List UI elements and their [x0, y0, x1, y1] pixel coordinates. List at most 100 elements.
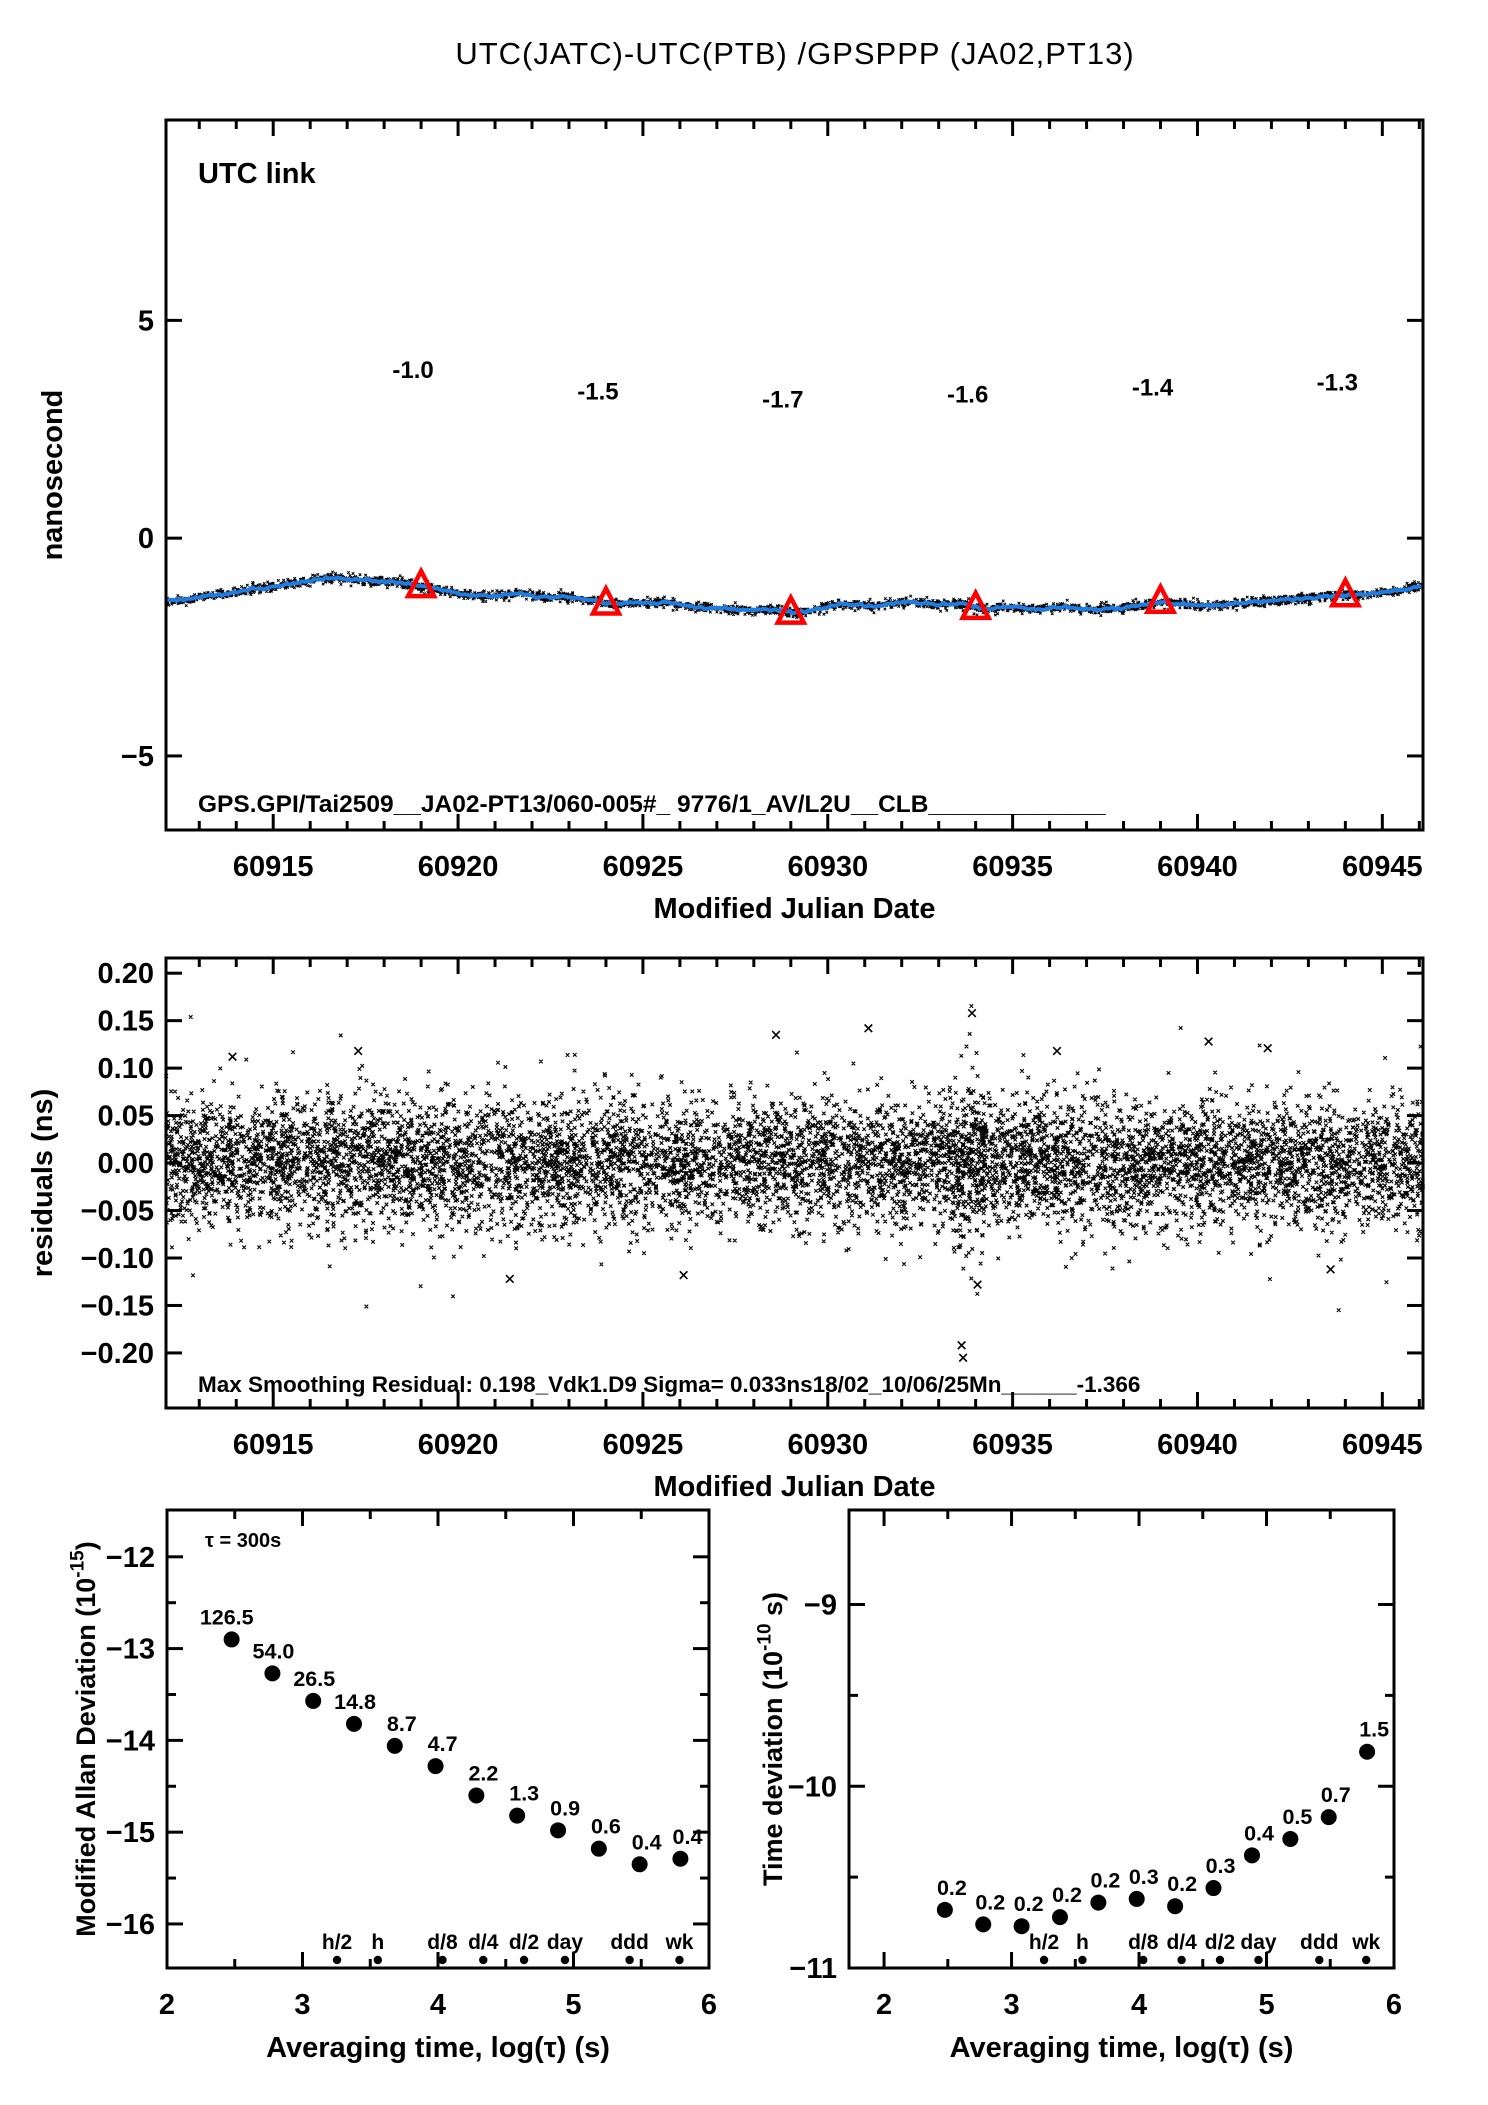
x-tick-label: 60940: [1157, 851, 1238, 883]
x-axis-label: Modified Julian Date: [654, 893, 936, 925]
y-tick-label: −0.05: [81, 1196, 154, 1228]
time-marker-label: wk: [1351, 1931, 1380, 1954]
calibration-value-label: -1.7: [762, 386, 803, 413]
time-marker-dot: [1078, 1955, 1087, 1965]
time-marker-label: day: [547, 1931, 584, 1954]
time-marker-dot: [560, 1955, 570, 1965]
x-axis-label: Averaging time, log(τ) (s): [950, 2032, 1294, 2064]
x-tick-label: 60945: [1342, 851, 1423, 883]
data-point: [509, 1807, 526, 1824]
data-point: [305, 1692, 322, 1709]
time-marker-dot: [675, 1955, 684, 1965]
time-marker-label: d/2: [509, 1931, 539, 1954]
data-point: [1243, 1847, 1260, 1864]
x-tick-label: 60915: [233, 1429, 314, 1461]
x-tick-label: 60935: [972, 1429, 1053, 1461]
time-marker-dot: [519, 1955, 529, 1965]
point-value-label: 0.2: [1052, 1883, 1082, 1907]
calibration-value-label: -1.5: [577, 379, 618, 406]
calibration-value-label: -1.4: [1132, 375, 1174, 402]
point-value-label: 54.0: [253, 1639, 295, 1663]
data-point: [223, 1631, 240, 1648]
data-point: [1205, 1880, 1222, 1897]
triangle-marker: [404, 566, 438, 599]
y-tick-label: 0.20: [98, 958, 154, 990]
y-tick-label: 0: [138, 523, 154, 555]
x-tick-label: 6: [701, 1989, 717, 2021]
time-marker-label: h/2: [1029, 1931, 1059, 1954]
point-value-label: 14.8: [334, 1690, 376, 1714]
x-tick-label: 60925: [603, 1429, 684, 1461]
data-point: [427, 1758, 444, 1775]
calibration-value-label: -1.6: [947, 382, 988, 409]
data-point: [631, 1856, 648, 1873]
x-tick-label: 60935: [972, 851, 1053, 883]
y-axis-label: Time deviation (10-10 s): [755, 1592, 788, 1886]
y-tick-label: −13: [106, 1634, 155, 1666]
point-value-label: 126.5: [200, 1605, 254, 1629]
data-point: [550, 1822, 567, 1839]
calibration-value-label: -1.0: [392, 357, 433, 384]
page-title: UTC(JATC)-UTC(PTB) /GPSPPP (JA02,PT13): [455, 36, 1134, 71]
tau-annotation: τ = 300s: [205, 1530, 281, 1552]
axes-box: [164, 118, 1425, 832]
time-marker-label: d/8: [1128, 1931, 1159, 1954]
y-tick-label: −0.10: [81, 1243, 154, 1275]
point-value-label: 0.2: [1014, 1892, 1044, 1916]
y-tick-label: −9: [804, 1590, 837, 1622]
data-point: [1359, 1743, 1376, 1760]
triangle-marker: [774, 592, 808, 625]
y-tick-label: 0.15: [98, 1006, 154, 1038]
residuals-chart: Max Smoothing Residual: 0.198_Vdk1.D9 Si…: [27, 956, 1426, 1503]
tdev-chart: 2 3 4 5 6 −9 −10 −11 0.2 0.2 0.2 0.2 0.2 0.3 0.2 0.3 0.4…: [755, 1508, 1402, 2064]
smoothed-line: [165, 575, 1424, 616]
time-marker-dot: [1215, 1955, 1225, 1965]
time-marker-label: d/4: [468, 1931, 499, 1954]
time-marker-dot: [1177, 1955, 1186, 1965]
x-tick-label: 4: [1131, 1989, 1147, 2021]
x-tick-label: 60915: [233, 851, 314, 883]
time-marker-dot: [373, 1955, 383, 1965]
x-tick-label: 3: [1003, 1989, 1019, 2021]
data-point: [672, 1850, 689, 1867]
data-point: [468, 1787, 485, 1804]
y-tick-label: −0.15: [81, 1290, 154, 1322]
triangle-marker: [1328, 575, 1363, 608]
x-tick-label: 60920: [418, 1429, 499, 1461]
utc-link-annotation: UTC link: [198, 158, 316, 190]
time-marker-dot: [625, 1955, 634, 1965]
data-point: [975, 1916, 992, 1933]
triangle-marker: [1143, 581, 1178, 615]
data-point: [1090, 1894, 1107, 1911]
y-axis-label: Modified Allan Deviation (10-15): [68, 1541, 101, 1937]
point-value-label: 0.9: [550, 1796, 580, 1820]
time-marker-dot: [1315, 1955, 1324, 1965]
point-value-label: 0.3: [1206, 1854, 1236, 1878]
point-value-label: 0.2: [937, 1876, 967, 1900]
x-tick-label: 2: [876, 1989, 892, 2021]
point-value-label: 0.2: [975, 1890, 1005, 1914]
time-marker-dot: [1139, 1955, 1148, 1965]
y-tick-label: −16: [106, 1909, 155, 1941]
point-value-label: 0.4: [632, 1830, 662, 1854]
data-point: [590, 1840, 607, 1857]
data-point: [345, 1715, 362, 1732]
y-tick-label: 5: [138, 305, 154, 337]
scatter-points: [228, 1008, 1335, 1363]
triangle-marker: [958, 587, 993, 621]
point-value-label: 0.6: [591, 1815, 621, 1839]
y-tick-label: 0.00: [98, 1148, 154, 1180]
max-residual-annotation: Max Smoothing Residual: 0.198_Vdk1.D9 Si…: [198, 1372, 1140, 1397]
x-tick-label: 60925: [603, 851, 684, 883]
time-marker-label: wk: [664, 1931, 693, 1954]
x-tick-label: 60920: [418, 851, 499, 883]
scatter-points: [165, 1050, 1425, 1309]
time-marker-dot: [1362, 1955, 1371, 1965]
y-tick-label: −12: [106, 1542, 155, 1574]
point-value-label: 0.2: [1167, 1872, 1197, 1896]
time-marker-dot: [479, 1955, 488, 1965]
point-value-label: 8.7: [387, 1712, 417, 1736]
x-axis-label: Modified Julian Date: [654, 1471, 936, 1503]
x-axis-label: Averaging time, log(τ) (s): [266, 2032, 610, 2064]
